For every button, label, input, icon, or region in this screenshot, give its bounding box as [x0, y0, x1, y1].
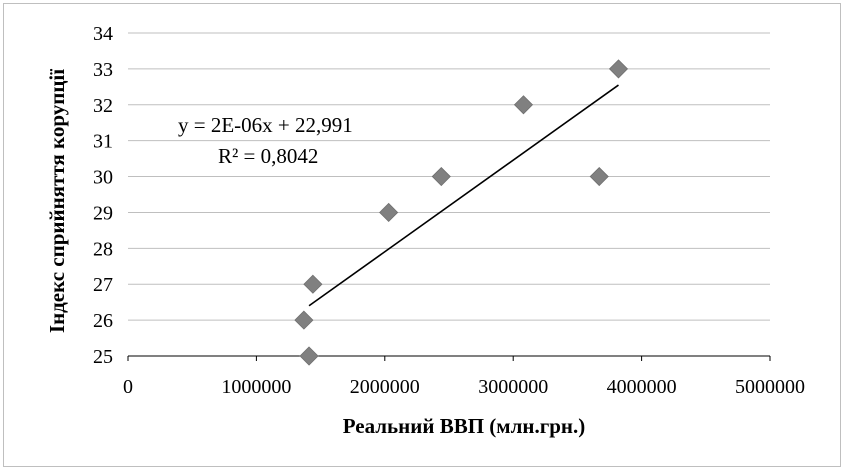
y-tick-label: 28 — [93, 238, 113, 260]
data-points — [294, 59, 629, 366]
y-tick-label: 27 — [93, 274, 113, 296]
x-tick-labels: 0 1000000 2000000 3000000 4000000 5000000 — [123, 356, 805, 398]
x-tick-label: 0 — [123, 376, 133, 398]
trendline — [308, 84, 619, 307]
x-tick-label: 3000000 — [478, 376, 548, 398]
trendline-equation: y = 2E-06x + 22,991 — [178, 113, 353, 137]
data-point — [303, 274, 323, 294]
x-tick-label: 5000000 — [735, 376, 805, 398]
y-tick-label: 33 — [93, 59, 113, 81]
r-squared-label: R² = 0,8042 — [218, 144, 318, 168]
y-tick-label: 29 — [93, 202, 113, 224]
x-tick-label: 2000000 — [350, 376, 420, 398]
y-axis-title: Індекс сприйняття корупції — [45, 69, 69, 333]
x-tick-label: 4000000 — [607, 376, 677, 398]
y-tick-label: 31 — [93, 131, 113, 153]
data-point — [431, 166, 451, 187]
y-tick-label: 30 — [93, 167, 113, 189]
x-tick-label: 1000000 — [221, 376, 291, 398]
data-point — [589, 166, 609, 187]
y-tick-label: 32 — [93, 95, 113, 117]
x-axis-title: Реальний ВВП (млн.грн.) — [343, 414, 586, 438]
data-point — [513, 95, 534, 115]
data-point — [299, 346, 319, 366]
data-point — [294, 310, 314, 330]
data-point — [608, 59, 629, 79]
data-point — [379, 202, 399, 223]
gridlines — [128, 32, 770, 321]
y-tick-label: 34 — [93, 23, 113, 45]
y-tick-labels: 25 26 27 28 29 30 31 32 33 34 — [93, 23, 113, 368]
y-tick-label: 26 — [93, 310, 113, 332]
y-tick-label: 25 — [93, 346, 113, 368]
chart-area — [3, 3, 841, 467]
